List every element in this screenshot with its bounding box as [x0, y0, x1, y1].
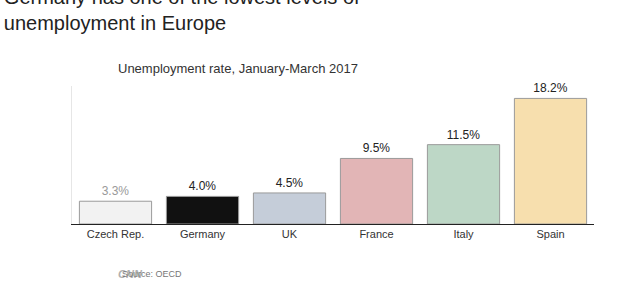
svg-text:Italy: Italy — [453, 228, 474, 240]
svg-text:4.0%: 4.0% — [189, 179, 217, 193]
svg-text:CNN: CNN — [118, 268, 143, 280]
svg-text:Unemployment rate, January-Mar: Unemployment rate, January-March 2017 — [118, 61, 358, 76]
svg-text:France: France — [359, 228, 393, 240]
svg-text:Germany: Germany — [180, 228, 226, 240]
svg-text:Spain: Spain — [536, 228, 564, 240]
svg-text:9.5%: 9.5% — [363, 141, 391, 155]
svg-text:4.5%: 4.5% — [276, 176, 304, 190]
svg-text:UK: UK — [282, 228, 298, 240]
svg-text:Czech Rep.: Czech Rep. — [87, 228, 144, 240]
svg-text:Germany has one of the lowest: Germany has one of the lowest levels ofu… — [4, 0, 360, 34]
svg-text:11.5%: 11.5% — [447, 128, 480, 142]
svg-text:3.3%: 3.3% — [102, 184, 130, 198]
svg-text:Source: OECD: Source: OECD — [122, 269, 182, 279]
svg-text:18.2%: 18.2% — [533, 81, 567, 95]
